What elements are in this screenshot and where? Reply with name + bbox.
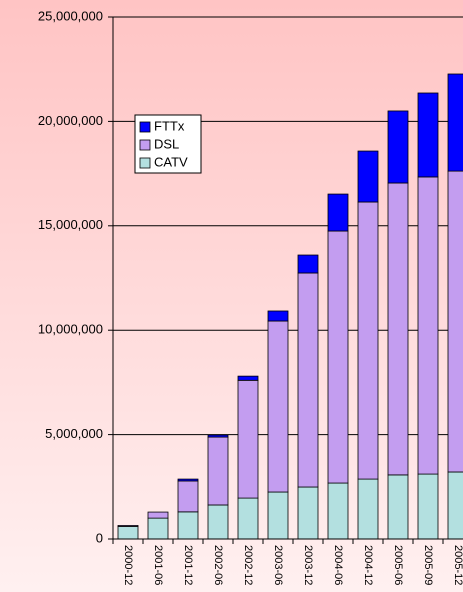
bar-segment xyxy=(237,379,259,499)
bar-segment xyxy=(447,471,463,540)
bar-segment xyxy=(237,375,259,381)
x-tick-label: 2003-12 xyxy=(302,545,314,585)
bar-segment xyxy=(267,320,289,493)
bar-segment xyxy=(177,478,199,482)
bar-segment xyxy=(297,486,319,540)
bar-segment xyxy=(417,473,439,540)
x-tick-label: 2005-09 xyxy=(422,545,434,585)
bar-segment xyxy=(297,272,319,488)
legend-swatch xyxy=(139,121,151,133)
bar-segment xyxy=(207,436,229,506)
y-tick-label: 20,000,000 xyxy=(38,113,103,128)
x-tick-label: 2005-06 xyxy=(392,545,404,585)
bar-segment xyxy=(447,73,463,172)
bar-segment xyxy=(177,511,199,540)
x-tick-label: 2005-12 xyxy=(452,545,463,585)
bar-segment xyxy=(417,92,439,178)
bar-segment xyxy=(177,480,199,513)
bar-segment xyxy=(387,182,409,476)
legend-label: FTTx xyxy=(154,118,185,133)
bar-segment xyxy=(237,497,259,540)
x-tick-label: 2004-12 xyxy=(362,545,374,585)
bar-segment xyxy=(147,517,169,540)
legend-swatch xyxy=(139,157,151,169)
x-tick-label: 2002-06 xyxy=(212,545,224,585)
bar-segment xyxy=(387,110,409,184)
x-tick-label: 2000-12 xyxy=(122,545,134,585)
legend-label: DSL xyxy=(154,136,179,151)
bar-segment xyxy=(327,230,349,484)
y-tick-label: 10,000,000 xyxy=(38,322,103,337)
bar-segment xyxy=(297,254,319,274)
bar-segment xyxy=(417,176,439,475)
bar-segment xyxy=(117,525,139,527)
y-tick-label: 5,000,000 xyxy=(45,426,103,441)
legend-label: CATV xyxy=(154,154,188,169)
x-tick-label: 2001-12 xyxy=(182,545,194,585)
bar-segment xyxy=(357,478,379,540)
bar-segment xyxy=(357,201,379,480)
x-tick-label: 2003-06 xyxy=(272,545,284,585)
x-tick-label: 2004-06 xyxy=(332,545,344,585)
bar-segment xyxy=(117,526,139,540)
bar-segment xyxy=(327,193,349,232)
x-tick-label: 2002-12 xyxy=(242,545,254,585)
x-tick-label: 2001-06 xyxy=(152,545,164,585)
y-tick-label: 0 xyxy=(96,530,103,545)
legend-swatch xyxy=(139,139,151,151)
bar-segment xyxy=(147,511,169,519)
y-tick-label: 15,000,000 xyxy=(38,217,103,232)
bar-segment xyxy=(387,474,409,540)
bar-segment xyxy=(327,482,349,540)
bar-segment xyxy=(447,170,463,473)
bar-segment xyxy=(357,150,379,203)
bar-segment xyxy=(207,434,229,438)
bar-segment xyxy=(267,310,289,322)
bar-segment xyxy=(267,491,289,540)
y-tick-label: 25,000,000 xyxy=(38,8,103,23)
bar-segment xyxy=(207,504,229,540)
